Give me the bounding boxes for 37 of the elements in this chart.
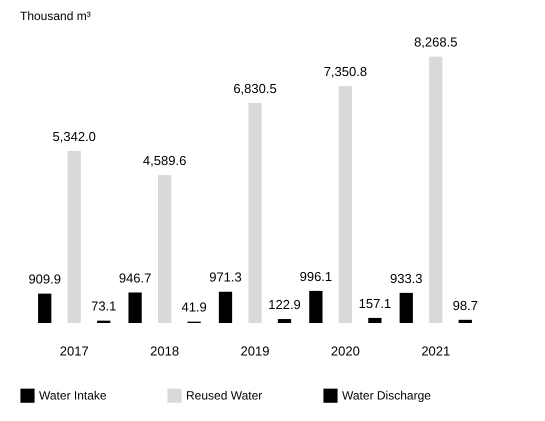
data-label: 933.3 <box>390 270 423 286</box>
x-tick-label: 2017 <box>60 344 89 358</box>
data-label: 7,350.8 <box>324 64 368 80</box>
bar <box>429 56 442 323</box>
bar <box>400 292 413 323</box>
x-tick-label: 2019 <box>240 344 270 358</box>
legend-label: Water Intake <box>39 388 107 403</box>
bar <box>68 150 81 323</box>
x-tick-label: 2020 <box>330 344 360 358</box>
data-label: 946.7 <box>118 270 152 286</box>
data-label: 98.7 <box>452 298 478 313</box>
data-label: 4,589.6 <box>142 153 186 168</box>
data-label: 41.9 <box>181 300 207 315</box>
bar <box>458 320 472 323</box>
legend-label: Reused Water <box>186 388 262 403</box>
bar <box>38 294 52 323</box>
data-label: 73.1 <box>91 298 116 314</box>
data-label: 5,342.0 <box>52 128 96 144</box>
bar <box>158 175 172 323</box>
bar <box>128 292 142 323</box>
bar <box>248 102 262 323</box>
data-label: 157.1 <box>358 296 392 311</box>
data-label: 122.9 <box>268 297 301 312</box>
chart-title: Thousand m³ <box>20 9 91 23</box>
bar <box>309 290 323 323</box>
x-tick-label: 2018 <box>150 344 180 358</box>
bar <box>338 86 352 323</box>
data-label: 8,268.5 <box>414 34 458 50</box>
data-label: 909.9 <box>28 272 61 287</box>
bar <box>218 292 232 323</box>
data-label: 996.1 <box>300 268 332 284</box>
bar <box>278 319 292 323</box>
x-tick-label: 2021 <box>421 344 450 358</box>
bar <box>368 318 382 323</box>
data-label: 971.3 <box>209 270 242 285</box>
legend-label: Water Discharge <box>342 388 432 403</box>
data-label: 6,830.5 <box>233 80 277 96</box>
